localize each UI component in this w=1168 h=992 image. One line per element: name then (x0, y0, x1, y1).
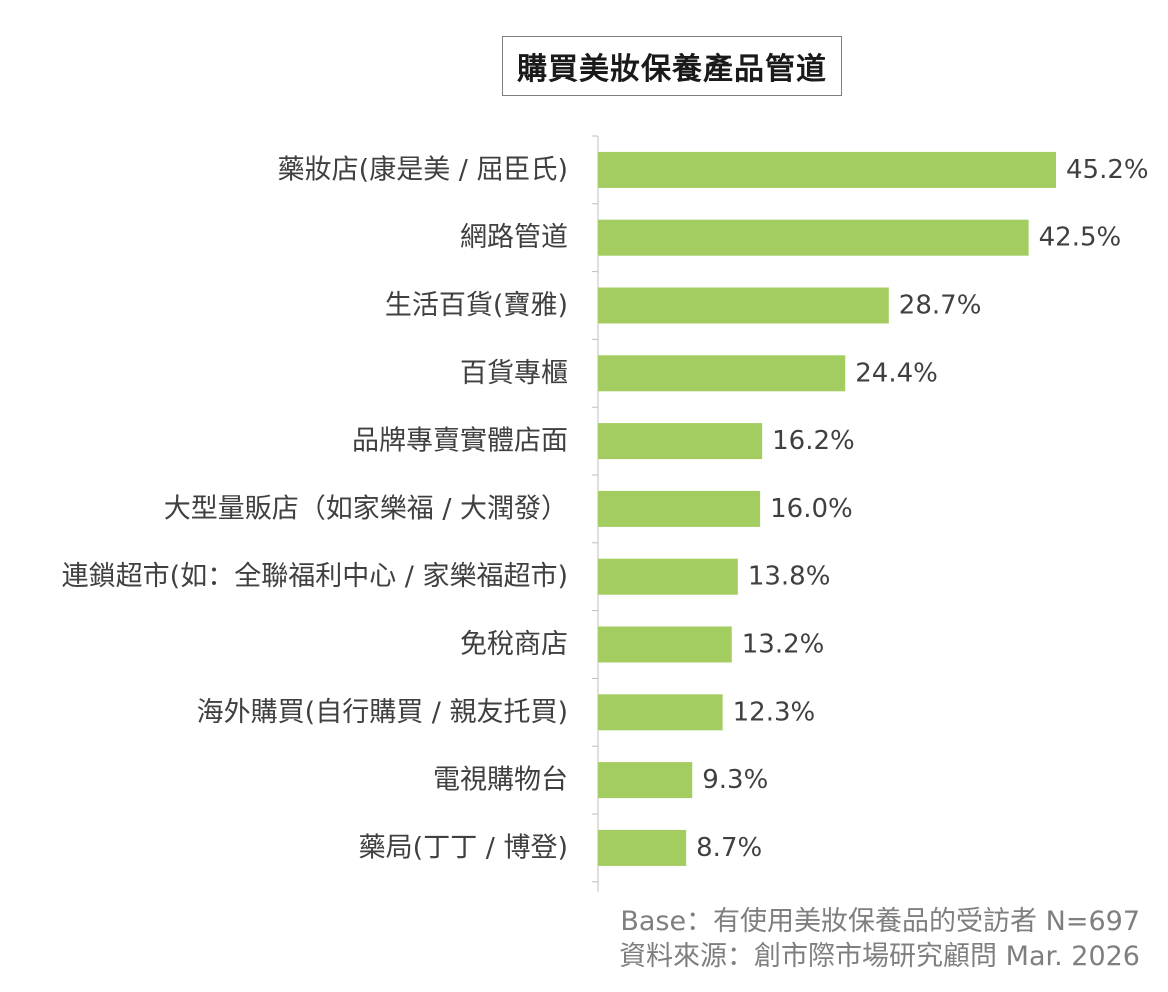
source-note: 資料來源：創市際市場研究顧問 Mar. 2026 (619, 941, 1140, 972)
data-label: 8.7% (696, 833, 762, 863)
data-label: 13.8% (748, 562, 831, 592)
category-label: 海外購買(自行購買 / 親友托買) (197, 697, 568, 728)
category-label: 連鎖超市(如：全聯福利中心 / 家樂福超市) (62, 561, 568, 592)
chart-title-box: 購買美妝保養產品管道 (502, 36, 842, 96)
data-label: 13.2% (742, 630, 825, 660)
data-label: 42.5% (1039, 223, 1122, 253)
bar (598, 558, 738, 595)
category-label: 免稅商店 (460, 629, 568, 660)
data-label: 28.7% (899, 291, 982, 321)
bar (598, 355, 846, 392)
bar (598, 287, 889, 324)
bar (598, 151, 1056, 188)
data-label: 9.3% (702, 765, 768, 795)
data-label: 24.4% (855, 358, 938, 388)
base-note: Base：有使用美妝保養品的受訪者 N=697 (620, 906, 1140, 937)
bar (598, 219, 1029, 256)
category-label: 生活百貨(寶雅) (385, 290, 568, 321)
data-label: 12.3% (733, 697, 816, 727)
bar (598, 423, 763, 460)
chart-footer: Base：有使用美妝保養品的受訪者 N=697 資料來源：創市際市場研究顧問 M… (619, 904, 1140, 974)
data-label: 16.2% (772, 426, 855, 456)
data-label: 16.0% (770, 494, 853, 524)
bar (598, 694, 723, 731)
category-label: 藥妝店(康是美 / 屈臣氏) (278, 154, 568, 185)
category-label: 藥局(丁丁 / 博登) (359, 832, 568, 863)
bar (598, 762, 693, 799)
bar (598, 626, 732, 663)
chart-title: 購買美妝保養產品管道 (517, 52, 827, 87)
category-label: 百貨專櫃 (460, 358, 568, 389)
category-label: 品牌專賣實體店面 (352, 426, 568, 457)
category-label: 大型量販店（如家樂福 / 大潤發） (164, 493, 568, 524)
bar (598, 829, 687, 866)
category-label: 網路管道 (460, 222, 568, 253)
bar (598, 490, 761, 527)
data-label: 45.2% (1066, 155, 1149, 185)
category-label: 電視購物台 (433, 765, 568, 796)
